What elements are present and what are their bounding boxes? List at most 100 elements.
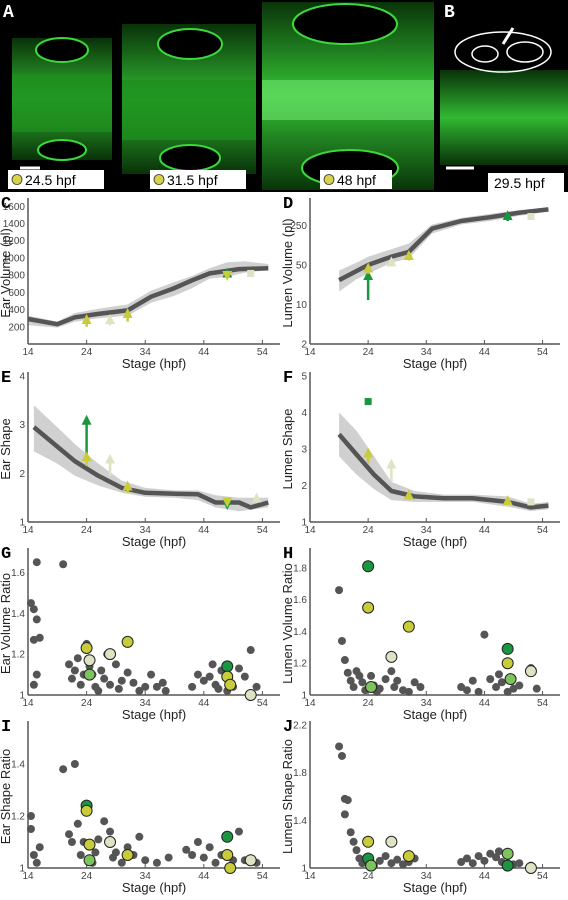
data-point <box>188 851 197 859</box>
data-point <box>340 656 349 665</box>
highlight-point <box>83 854 96 867</box>
data-point <box>367 671 376 680</box>
data-point <box>70 760 79 768</box>
chart-panel-j: J 14 24 34 44 54 1 1.4 1.8 2.2 Stage (hpf) Lumen Sh… <box>280 718 560 895</box>
x-axis-label: Stage (hpf) <box>122 534 186 549</box>
x-tick-label: 24 <box>81 525 93 536</box>
x-axis-label: Stage (hpf) <box>122 707 186 722</box>
y-tick-label: 1600 <box>3 202 26 213</box>
y-tick-label: 1.8 <box>293 563 307 574</box>
data-point <box>474 852 483 861</box>
y-axis-label: Lumen Shape Ratio <box>280 739 295 854</box>
data-point <box>26 599 35 608</box>
x-tick-label: 44 <box>479 347 491 358</box>
x-tick-label: 24 <box>81 871 93 882</box>
data-point <box>141 856 150 865</box>
data-point <box>65 660 74 669</box>
x-tick-label: 34 <box>140 698 152 709</box>
mean-line <box>27 266 269 327</box>
chart-panel-i: I 14 24 34 44 54 1 1.2 1.4 Stage (hpf) Ear Shape R… <box>0 718 280 895</box>
highlight-point <box>501 657 514 670</box>
y-tick-label: 1.4 <box>293 816 307 827</box>
data-point <box>188 682 197 691</box>
x-tick-label: 24 <box>81 698 93 709</box>
data-point <box>346 828 355 837</box>
x-tick-label: 34 <box>421 871 433 882</box>
data-point <box>393 676 402 685</box>
y-tick-label: 1 <box>19 691 25 702</box>
x-tick-label: 44 <box>198 871 210 882</box>
x-tick-label: 34 <box>140 347 152 358</box>
data-point <box>343 668 352 677</box>
x-tick-label: 24 <box>363 525 375 536</box>
chart-panel-d: D 14 24 34 44 54 2 10 50 250 Stage (hpf) Lumen Volu… <box>280 195 560 371</box>
data-point <box>32 670 41 679</box>
data-point <box>35 843 44 852</box>
x-axis-label: Stage (hpf) <box>403 880 467 895</box>
data-point <box>76 680 85 689</box>
data-point <box>387 859 396 868</box>
x-tick-label: 14 <box>22 871 34 882</box>
highlight-point <box>365 681 378 694</box>
data-point <box>337 636 346 645</box>
data-point <box>208 660 217 669</box>
data-point <box>352 846 361 855</box>
y-tick-label: 1 <box>301 691 307 702</box>
highlight-point <box>385 650 398 663</box>
data-point <box>26 825 35 833</box>
y-tick-label: 1 <box>301 518 307 529</box>
stage-label-24-5: 24.5 hpf <box>8 170 104 189</box>
data-point <box>123 668 132 677</box>
data-point <box>35 633 44 642</box>
x-tick-label: 24 <box>363 347 375 358</box>
x-tick-label: 54 <box>257 871 269 882</box>
y-tick-label: 600 <box>8 288 25 299</box>
square-marker <box>364 398 372 406</box>
data-point <box>111 848 120 857</box>
y-axis-label: Lumen Volume (pl) <box>280 218 295 327</box>
data-point <box>358 678 367 687</box>
x-tick-label: 44 <box>198 698 210 709</box>
data-point <box>346 676 355 685</box>
y-axis-label: Lumen Shape <box>280 409 295 490</box>
y-tick-label: 4 <box>301 408 307 419</box>
y-tick-label: 200 <box>8 322 25 333</box>
data-point <box>211 858 220 867</box>
data-point <box>234 664 243 673</box>
data-point <box>480 630 489 639</box>
stage-label-text: 29.5 hpf <box>494 175 545 191</box>
highlight-point <box>362 835 375 848</box>
panel-letter-b: B <box>444 3 455 23</box>
data-point <box>416 683 425 692</box>
highlight-point <box>385 835 398 848</box>
highlight-point <box>224 862 237 874</box>
stage-label-text: 24.5 hpf <box>25 172 76 188</box>
data-point <box>349 837 358 846</box>
data-point <box>462 686 471 695</box>
data-point <box>515 681 524 690</box>
x-tick-label: 34 <box>421 698 433 709</box>
confidence-band <box>339 207 549 292</box>
data-point <box>494 847 503 856</box>
square-marker <box>527 213 535 221</box>
micrograph-strip: A B 24.5 hpf 31.5 hpf 48 hpf 29.5 hpf <box>0 0 568 192</box>
data-point <box>158 678 167 687</box>
micrograph-48 <box>262 2 434 190</box>
highlight-point <box>501 847 514 860</box>
data-point <box>205 843 214 852</box>
data-point <box>410 678 419 687</box>
panel-letter: I <box>1 718 11 737</box>
data-point <box>32 558 41 567</box>
data-point <box>29 605 38 614</box>
panel-letter: F <box>283 369 293 388</box>
x-tick-label: 54 <box>537 525 549 536</box>
x-tick-label: 54 <box>257 347 269 358</box>
highlight-point <box>104 836 117 848</box>
x-tick-label: 54 <box>537 698 549 709</box>
highlight-point <box>121 635 134 648</box>
data-point <box>76 851 85 859</box>
highlight-point <box>504 673 517 686</box>
data-point <box>111 660 120 669</box>
data-point <box>393 855 402 864</box>
